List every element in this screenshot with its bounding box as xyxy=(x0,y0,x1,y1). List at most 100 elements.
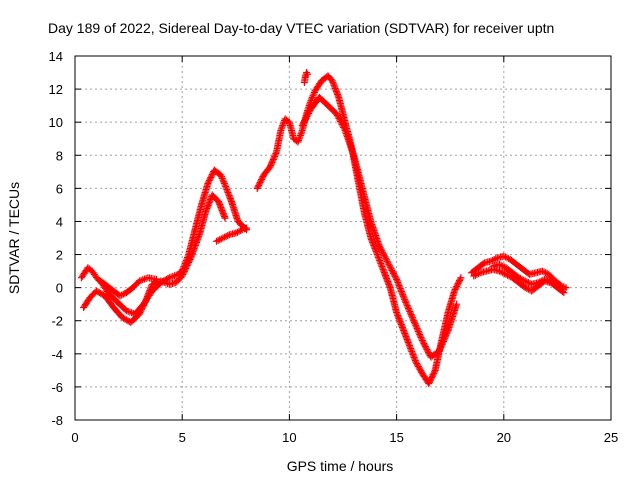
track-e-trace xyxy=(256,178,264,186)
track-j-point xyxy=(521,277,529,285)
x-tick-label: 25 xyxy=(604,430,618,445)
track-f-trace xyxy=(392,274,400,282)
track-b-trace xyxy=(152,279,160,287)
track-b-trace xyxy=(137,307,145,315)
track-j-point xyxy=(553,282,561,290)
track-f-trace xyxy=(336,117,344,125)
track-j-trace xyxy=(557,284,565,292)
track-f-point xyxy=(418,337,426,345)
track-b-trace xyxy=(136,309,144,317)
track-d-point xyxy=(213,237,221,245)
track-f-trace xyxy=(390,271,398,279)
track-c-trace xyxy=(140,275,148,283)
track-j-trace xyxy=(499,262,507,270)
track-b-trace xyxy=(138,304,146,312)
track-e-trace xyxy=(272,149,280,157)
track-f-trace xyxy=(414,326,422,334)
track-f-trace xyxy=(412,321,420,329)
track-f-trace xyxy=(406,308,414,316)
y-tick-label: -6 xyxy=(51,380,63,395)
track-f-trace xyxy=(411,320,419,328)
track-f-trace xyxy=(393,277,401,285)
track-f-point xyxy=(333,110,341,118)
track-f-trace xyxy=(412,323,420,331)
y-tick-label: 10 xyxy=(49,115,63,130)
track-i-trace xyxy=(505,272,513,280)
track-f-trace xyxy=(334,113,342,121)
track-f-trace xyxy=(416,332,424,340)
track-f-trace xyxy=(396,285,404,293)
x-tick-label: 0 xyxy=(71,430,78,445)
track-f-trace xyxy=(337,119,345,127)
track-j-trace xyxy=(555,283,563,291)
y-tick-label: -2 xyxy=(51,314,63,329)
track-d-trace xyxy=(237,227,245,235)
track-i-point xyxy=(496,267,504,275)
track-a-point xyxy=(122,307,130,315)
track-e-point xyxy=(266,163,274,171)
track-f-trace xyxy=(437,342,445,350)
track-e-trace xyxy=(255,180,263,188)
y-tick-label: 14 xyxy=(49,49,63,64)
track-a-trace xyxy=(208,172,216,180)
track-e-trace xyxy=(277,125,285,133)
track-f-trace xyxy=(340,123,348,131)
track-e-trace xyxy=(430,368,438,376)
track-e-trace xyxy=(297,130,305,138)
track-b-trace xyxy=(181,266,189,274)
track-a-point xyxy=(165,274,173,282)
track-f-trace xyxy=(340,125,348,133)
track-a-trace xyxy=(218,173,226,181)
track-f-trace xyxy=(385,260,393,268)
track-e-trace xyxy=(428,374,436,382)
track-f-trace xyxy=(439,337,447,345)
track-a-trace xyxy=(207,174,215,182)
track-h-trace xyxy=(492,255,500,263)
track-b-trace xyxy=(182,263,190,271)
track-b-trace xyxy=(158,278,166,286)
track-e-trace xyxy=(258,176,266,184)
y-tick-label: -4 xyxy=(51,347,63,362)
track-e-trace xyxy=(271,152,279,160)
track-f-trace xyxy=(394,280,402,288)
track-b-trace xyxy=(180,269,188,277)
track-i-trace xyxy=(504,271,512,279)
track-f-trace xyxy=(302,114,310,122)
track-j-trace xyxy=(558,284,566,292)
track-a-trace xyxy=(126,308,134,316)
track-f-trace xyxy=(396,283,404,291)
track-f-trace xyxy=(441,334,449,342)
track-f-trace xyxy=(378,247,386,255)
track-a-trace xyxy=(220,179,228,187)
track-f-trace xyxy=(336,116,344,124)
track-f-trace xyxy=(388,266,396,274)
track-c-trace xyxy=(118,291,126,299)
track-b-trace xyxy=(139,303,147,311)
track-f-trace xyxy=(299,120,307,128)
track-b-trace xyxy=(184,260,192,268)
track-f-trace xyxy=(335,114,343,122)
track-e-point xyxy=(457,274,465,282)
track-f-trace xyxy=(400,294,408,302)
track-j-trace xyxy=(537,277,545,285)
track-f-trace xyxy=(389,268,397,276)
track-f-trace xyxy=(376,244,384,252)
track-e-trace xyxy=(427,375,435,383)
track-f-trace xyxy=(382,254,390,262)
track-e-trace xyxy=(456,275,464,283)
track-f-point xyxy=(384,259,392,267)
track-b-point xyxy=(135,310,143,318)
track-e-trace xyxy=(428,372,436,380)
track-e-trace xyxy=(267,161,275,169)
track-f-trace xyxy=(407,311,415,319)
track-f-trace xyxy=(421,343,429,351)
track-j-trace xyxy=(516,275,524,283)
track-b-trace xyxy=(185,258,193,266)
track-f-trace xyxy=(304,111,312,119)
track-e-trace xyxy=(310,88,318,96)
track-b-point xyxy=(157,277,165,285)
track-f-trace xyxy=(395,282,403,290)
x-tick-label: 5 xyxy=(179,430,186,445)
track-e-trace xyxy=(310,90,318,98)
track-i-trace xyxy=(523,284,531,292)
